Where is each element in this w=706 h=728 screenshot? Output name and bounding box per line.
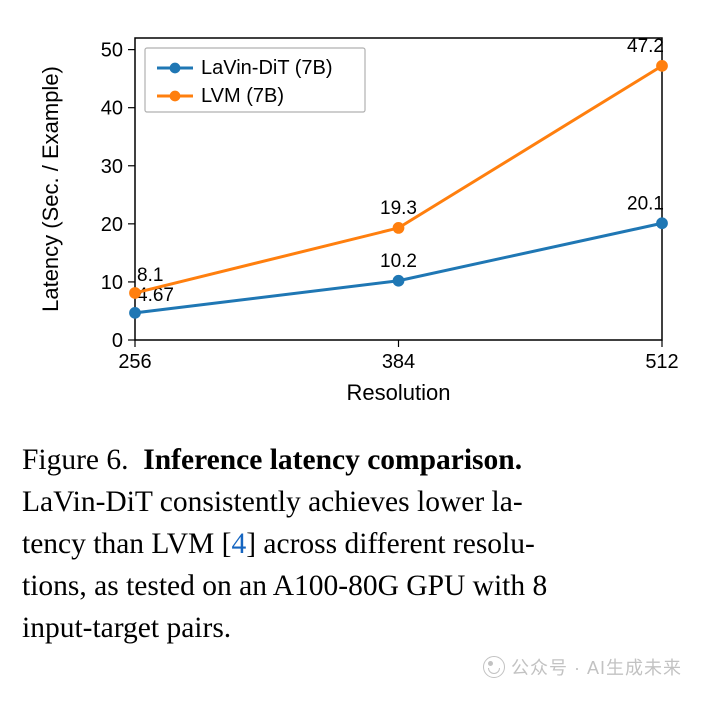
svg-text:19.3: 19.3 <box>380 198 417 219</box>
latency-chart: 256 384 512 0 10 20 30 40 50 Resolution Latency (S… <box>30 20 680 410</box>
svg-text:50: 50 <box>101 40 123 62</box>
svg-text:Latency (Sec. / Example): Latency (Sec. / Example) <box>38 66 63 312</box>
svg-text:LVM (7B): LVM (7B) <box>201 85 284 107</box>
caption-line1: LaVin-DiT consistently achieves lower la… <box>22 486 523 518</box>
svg-text:20: 20 <box>101 214 123 236</box>
watermark-text: 公众号 · AI生成未来 <box>511 654 682 680</box>
svg-text:384: 384 <box>382 351 415 373</box>
caption-line4: input-target pairs. <box>22 612 231 644</box>
svg-text:20.1: 20.1 <box>627 193 664 214</box>
caption-line2-pre: tency than LVM [ <box>22 528 231 560</box>
citation-link[interactable]: 4 <box>231 528 246 560</box>
watermark: 公众号 · AI生成未来 <box>483 654 682 680</box>
svg-text:256: 256 <box>118 351 151 373</box>
svg-text:LaVin-DiT (7B): LaVin-DiT (7B) <box>201 57 333 79</box>
svg-text:47.2: 47.2 <box>627 36 664 57</box>
figure-caption: Figure 6. Inference latency comparison. … <box>22 440 684 649</box>
svg-text:10: 10 <box>101 272 123 294</box>
svg-text:30: 30 <box>101 156 123 178</box>
caption-line3: tions, as tested on an A100-80G GPU with… <box>22 570 547 602</box>
watermark-icon <box>483 656 505 678</box>
svg-text:512: 512 <box>645 351 678 373</box>
svg-text:Resolution: Resolution <box>347 380 451 405</box>
svg-text:10.2: 10.2 <box>380 251 417 272</box>
svg-text:0: 0 <box>112 330 123 352</box>
caption-title: Inference latency comparison. <box>143 444 522 476</box>
caption-line2-post: ] across different resolu- <box>246 528 535 560</box>
svg-text:40: 40 <box>101 98 123 120</box>
figure-label: Figure 6. <box>22 444 129 476</box>
svg-text:8.1: 8.1 <box>137 265 163 286</box>
